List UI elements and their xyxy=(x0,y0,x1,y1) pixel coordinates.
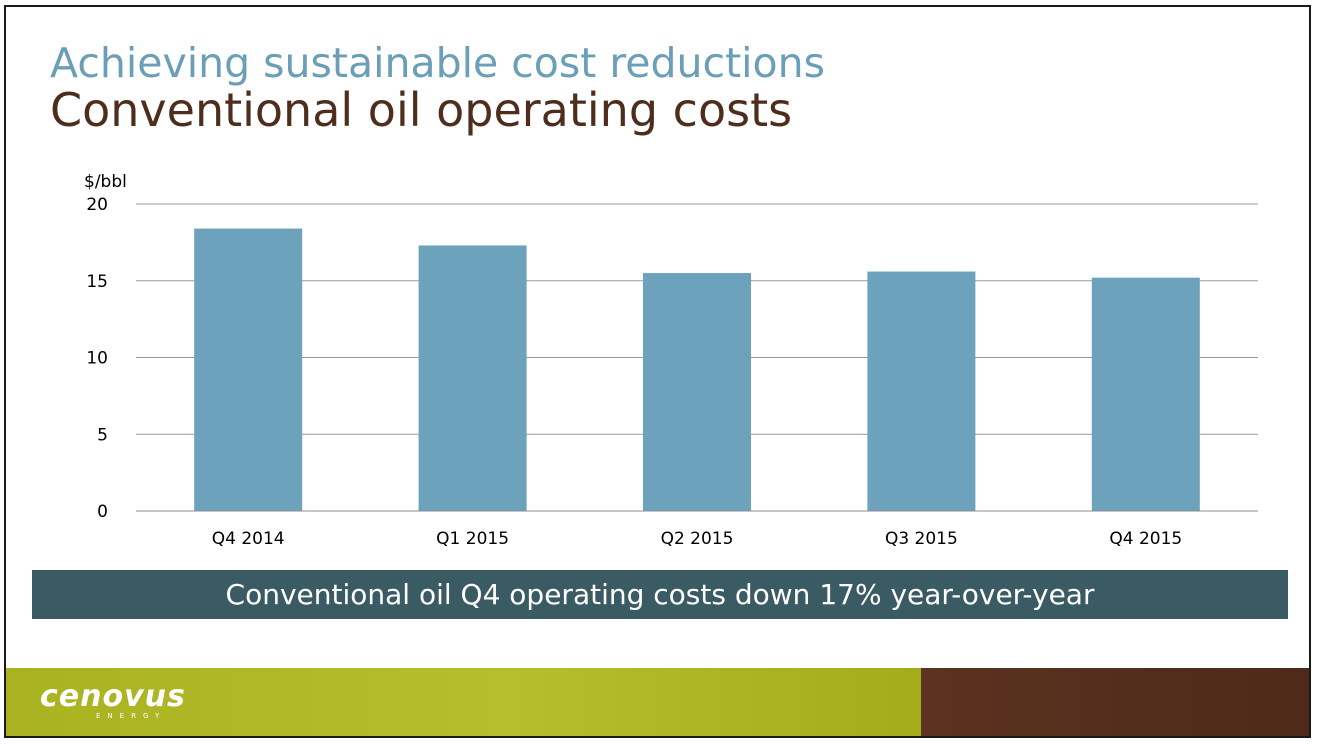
y-tick-label: 0 xyxy=(97,502,108,522)
footer-brown-band xyxy=(921,668,1309,736)
bar xyxy=(867,271,976,511)
logo-wordmark: cenovus xyxy=(40,679,186,714)
cenovus-logo: cenovus ENERGY xyxy=(40,682,186,720)
footer-green-band xyxy=(6,668,921,736)
x-tick-label: Q2 2015 xyxy=(661,529,734,549)
bar-chart: $/bbl 0 5 10 15 20 Q4 2014 Q1 2015 Q2 2015 Q3 201… xyxy=(84,172,1258,549)
slide: Achieving sustainable cost reductions Co… xyxy=(4,5,1311,738)
slide-title: Conventional oil operating costs xyxy=(50,83,793,137)
bar xyxy=(418,245,527,511)
logo-subtext: ENERGY xyxy=(96,712,167,720)
callout-text: Conventional oil Q4 operating costs down… xyxy=(225,578,1095,611)
y-tick-label: 15 xyxy=(86,272,108,292)
bar xyxy=(643,273,751,511)
bar xyxy=(194,228,303,511)
bar xyxy=(1091,277,1200,511)
footer-bar: cenovus ENERGY xyxy=(6,668,1309,736)
y-tick-label: 10 xyxy=(86,349,108,369)
slide-subtitle: Achieving sustainable cost reductions xyxy=(50,39,825,87)
y-axis-label: $/bbl xyxy=(84,172,127,192)
y-tick-label: 5 xyxy=(97,425,108,445)
x-tick-label: Q3 2015 xyxy=(885,529,958,549)
y-tick-label: 20 xyxy=(86,195,108,215)
callout-banner: Conventional oil Q4 operating costs down… xyxy=(32,570,1288,619)
x-tick-label: Q4 2015 xyxy=(1109,529,1182,549)
x-tick-label: Q4 2014 xyxy=(212,529,285,549)
x-tick-label: Q1 2015 xyxy=(436,529,509,549)
